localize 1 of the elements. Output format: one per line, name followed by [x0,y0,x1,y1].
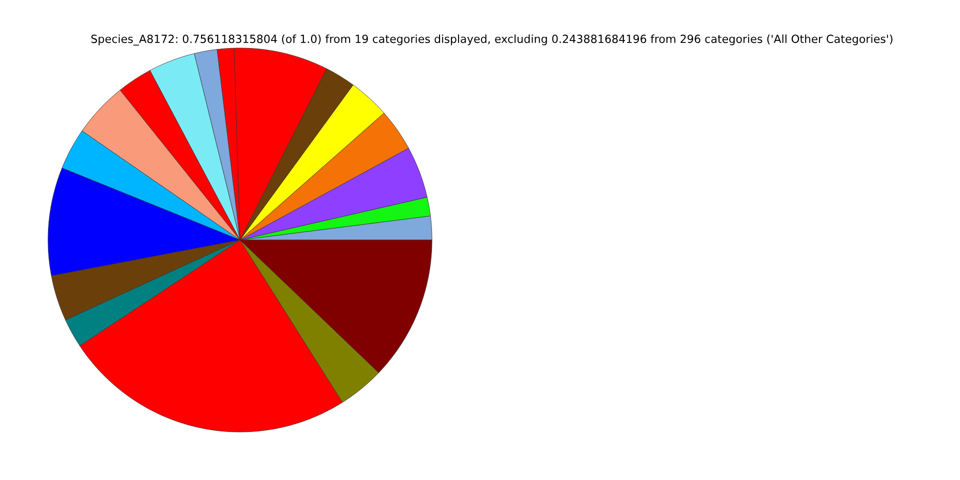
text: Species_A8172: 0.756118315804 (of 1.0) from 19 categories displayed, excluding 0.243881684196 from 296 categories ('All Other Categories') [91,34,892,46]
